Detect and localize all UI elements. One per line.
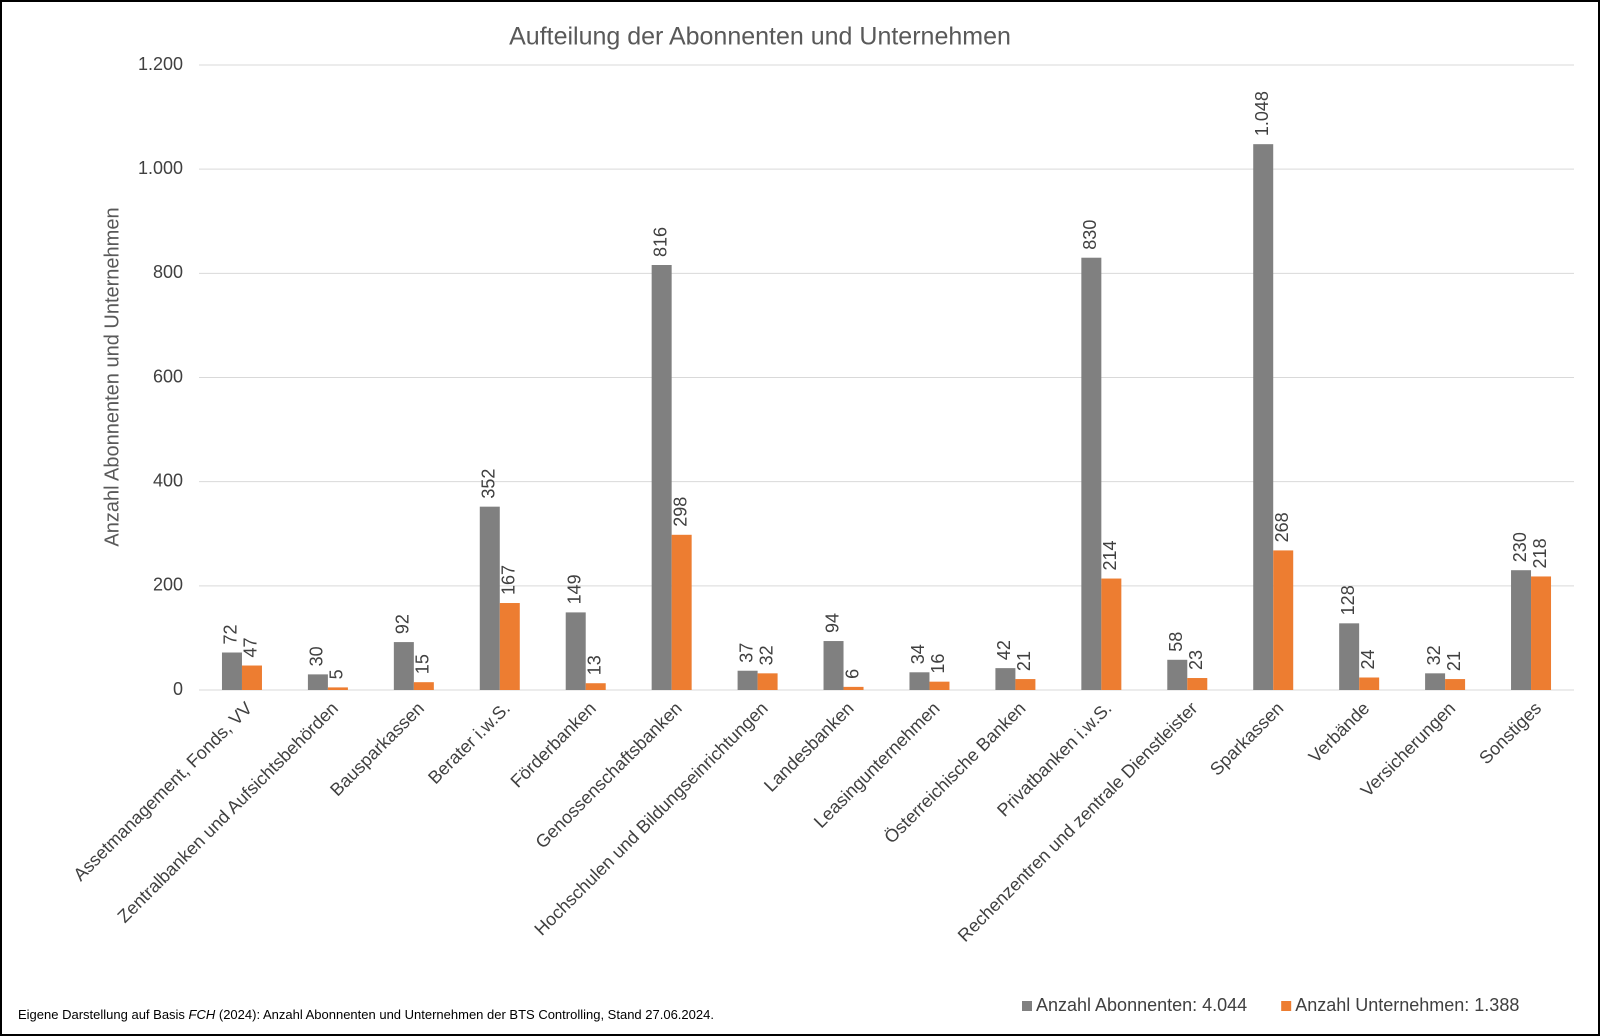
legend-swatch [1281, 1001, 1292, 1011]
bar [1339, 623, 1360, 690]
legend-label: Anzahl Unternehmen: 1.388 [1295, 995, 1519, 1015]
source-italic: FCH [189, 1007, 216, 1022]
data-label: 21 [1444, 651, 1464, 671]
bar [843, 686, 864, 690]
y-tick-label: 200 [153, 575, 183, 595]
data-label: 298 [670, 497, 690, 527]
bar [757, 673, 778, 690]
bar [1167, 659, 1188, 690]
bar [1015, 679, 1036, 690]
data-label: 32 [1424, 645, 1444, 665]
data-label: 21 [1014, 651, 1034, 671]
bar [393, 642, 414, 690]
data-label: 268 [1272, 512, 1292, 542]
bar [1425, 673, 1446, 690]
data-label: 32 [756, 645, 776, 665]
data-label: 94 [822, 613, 842, 633]
data-label: 214 [1100, 540, 1120, 570]
bar [1511, 570, 1532, 690]
y-tick-label: 400 [153, 470, 183, 490]
data-label: 23 [1186, 650, 1206, 670]
bar [307, 674, 328, 690]
data-label: 830 [1080, 220, 1100, 250]
bar [909, 672, 930, 690]
bar [241, 665, 262, 690]
data-label: 1.048 [1252, 91, 1272, 136]
bar [1187, 678, 1208, 690]
data-label: 58 [1166, 632, 1186, 652]
bar [671, 534, 692, 690]
data-label: 24 [1358, 649, 1378, 669]
legend-label: Anzahl Abonnenten: 4.044 [1036, 995, 1247, 1015]
bar [413, 682, 434, 690]
data-label: 72 [221, 624, 241, 644]
bar [1359, 677, 1380, 690]
data-label: 37 [736, 643, 756, 663]
bar [1081, 257, 1102, 690]
bar [565, 612, 586, 690]
data-label: 5 [327, 669, 347, 679]
data-label: 34 [908, 644, 928, 664]
bar [221, 652, 242, 690]
bar [479, 506, 500, 690]
data-label: 92 [393, 614, 413, 634]
bar [737, 670, 758, 690]
bar [651, 265, 672, 690]
data-label: 15 [413, 654, 433, 674]
legend-swatch [1022, 1001, 1032, 1011]
y-tick-label: 600 [153, 366, 183, 386]
y-tick-label: 1.200 [138, 54, 183, 74]
data-label: 218 [1530, 538, 1550, 568]
bar [327, 687, 348, 690]
data-label: 230 [1510, 532, 1530, 562]
data-label: 42 [994, 640, 1014, 660]
data-label: 16 [928, 654, 948, 674]
data-label: 6 [842, 669, 862, 679]
bar [823, 641, 844, 690]
data-label: 47 [241, 637, 261, 657]
chart-title: Aufteilung der Abonnenten und Unternehme… [509, 23, 1011, 51]
bar [1101, 578, 1122, 690]
data-label: 816 [650, 227, 670, 257]
data-label: 149 [564, 574, 584, 604]
source-prefix: Eigene Darstellung auf Basis [18, 1007, 189, 1022]
data-label: 352 [479, 469, 499, 499]
data-label: 13 [584, 655, 604, 675]
bar [1253, 144, 1274, 690]
y-tick-label: 0 [173, 679, 183, 699]
bar [1531, 576, 1552, 690]
bar [995, 668, 1016, 690]
data-label: 128 [1338, 585, 1358, 615]
bar [499, 603, 520, 690]
bar [1445, 679, 1466, 690]
bar [585, 683, 606, 690]
bar [929, 681, 950, 690]
source-note: Eigene Darstellung auf Basis FCH (2024):… [18, 1007, 714, 1022]
y-axis-title: Anzahl Abonnenten und Unternehmen [101, 207, 123, 546]
y-tick-label: 1.000 [138, 158, 183, 178]
data-label: 167 [499, 565, 519, 595]
source-suffix: (2024): Anzahl Abonnenten und Unternehme… [215, 1007, 714, 1022]
data-label: 30 [307, 646, 327, 666]
y-tick-label: 800 [153, 262, 183, 282]
bar [1273, 550, 1294, 690]
